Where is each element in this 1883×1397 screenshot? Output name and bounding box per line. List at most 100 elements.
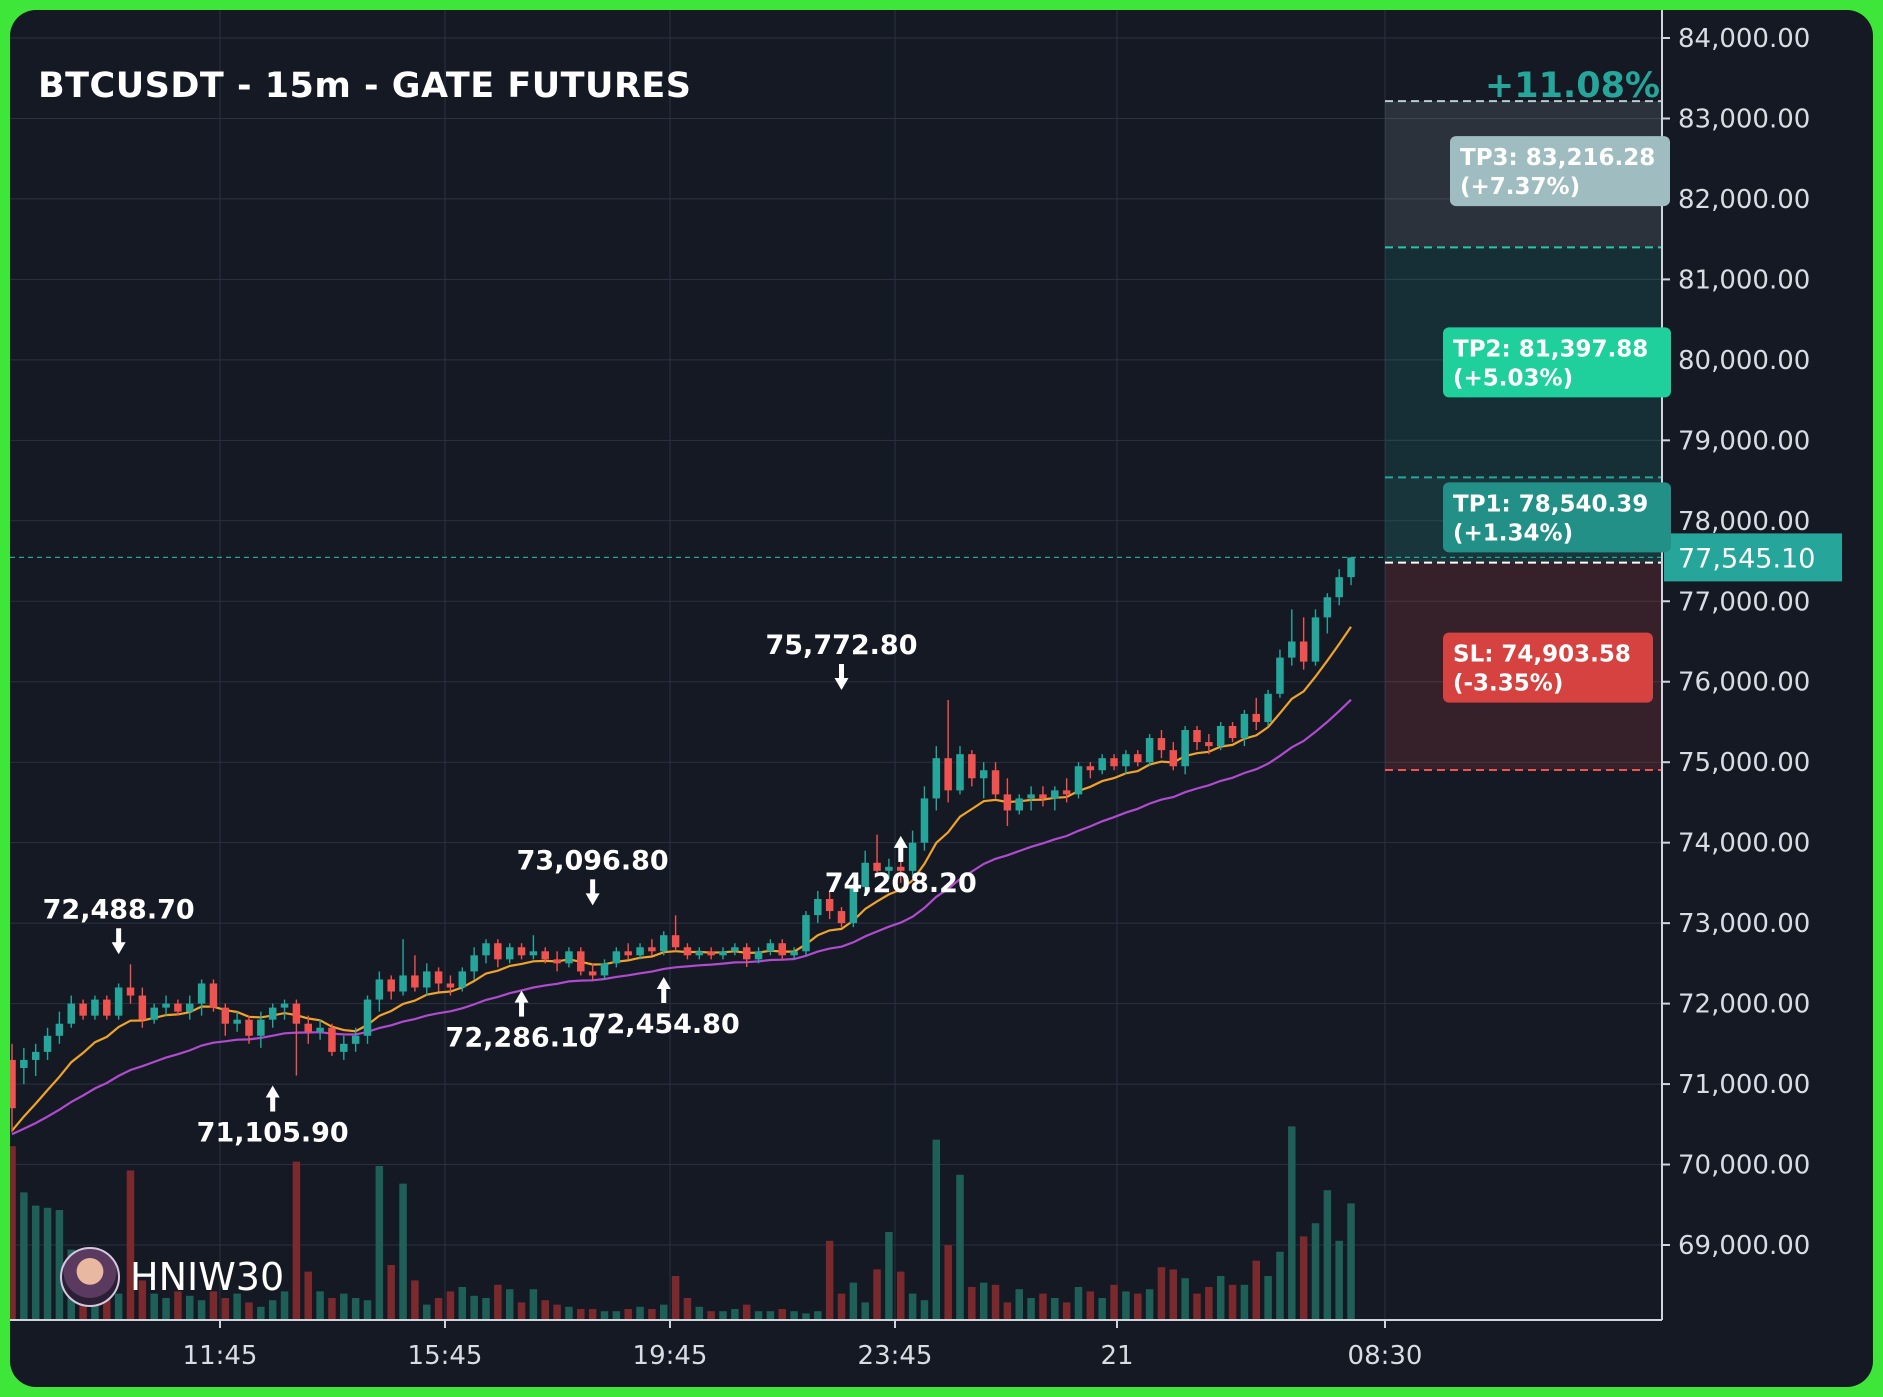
candle-body <box>897 866 905 871</box>
candle-body <box>304 1023 312 1032</box>
grid-layer <box>10 10 1662 1320</box>
annotation-low: 74,208.20 <box>825 835 977 899</box>
candle-body <box>1110 758 1118 767</box>
volume-bar <box>1216 1276 1225 1320</box>
volume-bar <box>434 1298 443 1320</box>
candle-body <box>991 770 1000 795</box>
annotation-low: 72,454.80 <box>588 977 740 1040</box>
arrow-shaft <box>519 1001 525 1017</box>
volume-bar <box>683 1298 692 1320</box>
candle <box>790 947 798 960</box>
volume-bar <box>1015 1289 1023 1320</box>
candle <box>991 762 1000 799</box>
annotation-label: 73,096.80 <box>517 845 669 876</box>
candle-body <box>1228 725 1237 739</box>
candle-body <box>1311 617 1320 662</box>
annotation-low: 72,286.10 <box>446 990 598 1054</box>
candle-body <box>731 947 739 952</box>
volume-bar <box>991 1284 1000 1320</box>
volume-bar <box>873 1269 881 1320</box>
volume-bar <box>1276 1251 1284 1320</box>
candle-body <box>1288 641 1296 658</box>
level-label-tp3: TP3: 83,216.28 (+7.37%) <box>1450 136 1670 207</box>
candle <box>825 890 834 920</box>
candle <box>529 935 538 960</box>
candle <box>233 1011 241 1032</box>
candle <box>1240 709 1249 747</box>
candle <box>411 955 419 992</box>
volume-bar <box>1027 1298 1035 1320</box>
candle-body <box>316 1027 324 1032</box>
candle <box>458 967 467 992</box>
candle-body <box>126 987 135 996</box>
candle <box>1003 778 1012 826</box>
candle <box>1027 786 1035 811</box>
y-tick-label: 74,000.00 <box>1678 829 1810 859</box>
arrow-shaft <box>661 988 667 1004</box>
candle-body <box>660 935 668 952</box>
volume-bar <box>209 1291 218 1320</box>
volume-bar <box>577 1309 585 1320</box>
volume-bar <box>55 1210 64 1320</box>
candle <box>114 983 123 1020</box>
candle <box>1134 750 1142 767</box>
volume-bar <box>517 1302 526 1320</box>
volume-bar <box>1181 1278 1189 1320</box>
ema-lines <box>11 626 1352 1136</box>
level-labels: TP3: 83,216.28 (+7.37%) TP2: 81,397.88 (+5.… <box>1443 136 1671 703</box>
ema-fast-line <box>11 626 1352 1132</box>
volume-bar <box>316 1291 324 1320</box>
candle <box>944 700 952 803</box>
level-label-bg <box>1450 136 1670 207</box>
candle <box>126 964 135 1004</box>
watermark-label: HNIW30 <box>130 1255 285 1299</box>
candle <box>671 915 680 952</box>
volume-bar <box>719 1311 727 1320</box>
candle <box>221 1003 230 1036</box>
volume-bar <box>280 1291 289 1320</box>
candle <box>1193 725 1201 751</box>
candle-body <box>1216 725 1225 747</box>
level-label-bg <box>1443 327 1671 398</box>
candle-body <box>79 1003 87 1016</box>
candle <box>304 1015 312 1044</box>
y-tick-label: 69,000.00 <box>1678 1231 1810 1261</box>
volume-bar <box>458 1287 467 1320</box>
x-tick-label: 11:45 <box>183 1341 258 1371</box>
candle <box>280 999 289 1020</box>
candle-body <box>446 983 455 988</box>
volume-bar <box>1062 1302 1071 1320</box>
level-label-tp1: TP1: 78,540.39 (+1.34%) <box>1443 482 1671 553</box>
candle <box>648 939 656 956</box>
candle <box>91 995 99 1020</box>
candle <box>482 939 490 964</box>
candle <box>138 987 147 1028</box>
annotation-label: 75,772.80 <box>765 630 917 661</box>
candle-body <box>600 963 609 976</box>
price-chart[interactable]: 72,488.70 71,105.90 72,286.10 73,096.80 72,4… <box>10 10 1873 1387</box>
arrow-shaft <box>839 664 844 680</box>
volume-bar <box>138 1280 147 1320</box>
candle <box>446 975 455 996</box>
current-price-tag: 77,545.10 <box>1664 533 1842 582</box>
volume-bar <box>1122 1291 1130 1320</box>
y-tick-label: 83,000.00 <box>1678 104 1810 134</box>
candle-body <box>162 1003 170 1008</box>
candle-body <box>399 975 407 992</box>
candle <box>565 947 573 968</box>
candle-body <box>494 943 502 960</box>
candle-body <box>150 1007 158 1020</box>
candle-body <box>908 842 917 871</box>
candle <box>1205 734 1213 755</box>
level-label-bg <box>1443 482 1671 553</box>
candle-body <box>719 951 727 956</box>
candle-body <box>624 951 632 956</box>
volume-bar <box>114 1293 123 1320</box>
y-tick-label: 81,000.00 <box>1678 265 1810 295</box>
candle <box>754 947 763 964</box>
candle-body <box>588 971 597 976</box>
candle <box>541 947 549 964</box>
candle <box>351 1027 360 1052</box>
candle-body <box>1074 766 1083 795</box>
candle-body <box>1086 766 1095 771</box>
